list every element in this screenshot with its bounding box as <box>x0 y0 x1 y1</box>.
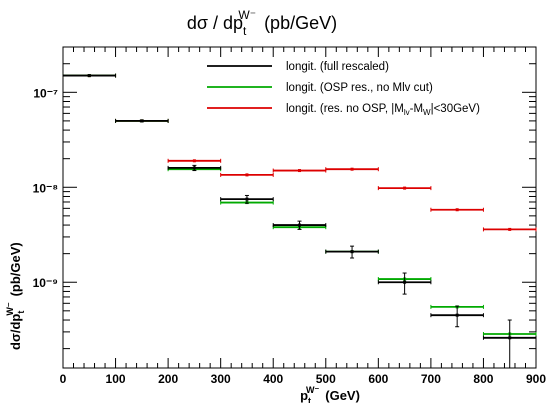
y-tick-labels: 10⁻⁹ 10⁻⁸ 10⁻⁷ <box>33 86 58 290</box>
x-tick-label: 600 <box>368 372 388 386</box>
x-tick-labels: 0 100 200 300 400 500 600 700 800 900 <box>60 372 547 386</box>
legend-label-series-3: longit. (res. no OSP, |Mlv-MW|<30GeV) <box>286 103 480 117</box>
y-axis-label: dσ/dptW⁻(pb/GeV) <box>5 242 26 350</box>
y-tick-label: 10⁻⁹ <box>33 276 58 290</box>
data-point <box>350 167 354 171</box>
y-tick-label: 10⁻⁷ <box>33 86 58 100</box>
series-1 <box>62 73 537 369</box>
data-marks <box>62 73 537 369</box>
x-tick-label: 400 <box>263 372 283 386</box>
data-point <box>403 186 407 190</box>
x-tick-label: 900 <box>526 372 546 386</box>
plot-frame <box>62 46 537 369</box>
legend-label-series-1: longit. (full rescaled) <box>286 61 389 73</box>
data-point <box>455 208 459 212</box>
x-axis-label: ptW⁻ (GeV) <box>300 385 360 403</box>
axis-ticks <box>62 46 537 368</box>
x-tick-label: 200 <box>158 372 178 386</box>
legend: longit. (full rescaled) longit. (OSP res… <box>207 61 480 117</box>
legend-label-series-2: longit. (OSP res., no Mlv cut) <box>286 82 433 94</box>
x-tick-label: 700 <box>421 372 441 386</box>
chart-title: dσ / dptW⁻ (pb/GeV) <box>187 8 337 38</box>
data-point <box>192 159 196 163</box>
x-tick-label: 100 <box>106 372 126 386</box>
x-tick-label: 300 <box>211 372 231 386</box>
x-tick-label: 500 <box>316 372 336 386</box>
data-point <box>298 169 301 173</box>
x-tick-label: 0 <box>60 372 67 386</box>
x-tick-label: 800 <box>473 372 493 386</box>
data-point <box>245 173 249 177</box>
data-point <box>508 227 512 231</box>
y-tick-label: 10⁻⁸ <box>33 181 58 195</box>
